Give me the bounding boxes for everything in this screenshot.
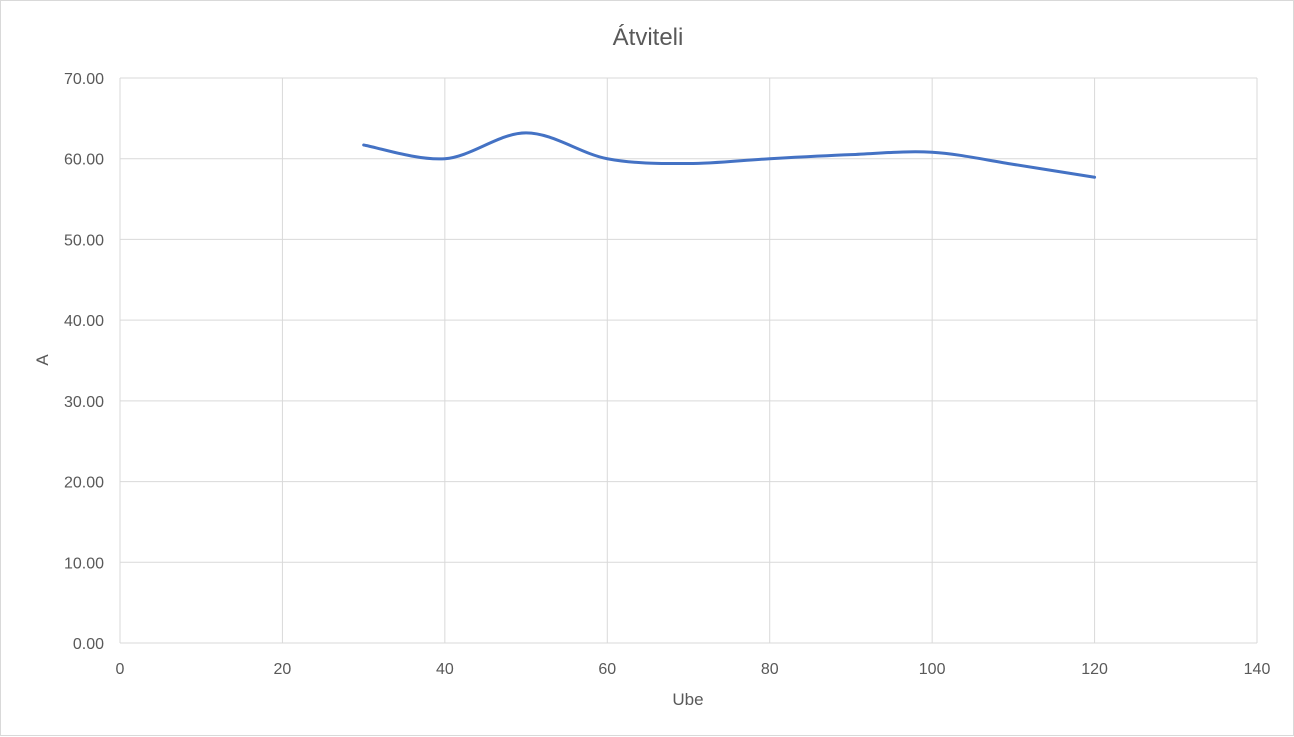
x-tick-label: 120 <box>1081 661 1108 678</box>
x-axis-ticks: 0 20 40 60 80 100 120 140 <box>116 661 1271 678</box>
series-line <box>362 131 1097 179</box>
x-tick-label: 100 <box>919 661 946 678</box>
y-tick-label: 20.00 <box>64 475 104 492</box>
y-tick-label: 40.00 <box>64 313 104 330</box>
y-axis-ticks: 0.00 10.00 20.00 30.00 40.00 50.00 60.00 70.00 <box>64 71 104 653</box>
gridlines <box>119 77 1258 644</box>
y-tick-label: 10.00 <box>64 555 104 572</box>
x-tick-label: 140 <box>1244 661 1271 678</box>
y-tick-label: 60.00 <box>64 152 104 169</box>
y-tick-label: 70.00 <box>64 71 104 88</box>
x-tick-label: 80 <box>761 661 779 678</box>
y-axis-title: A <box>33 354 52 366</box>
x-axis-title: Ube <box>672 690 703 709</box>
x-tick-label: 40 <box>436 661 454 678</box>
x-tick-label: 60 <box>598 661 616 678</box>
y-tick-label: 30.00 <box>64 394 104 411</box>
x-tick-label: 0 <box>116 661 125 678</box>
x-tick-label: 20 <box>274 661 292 678</box>
y-tick-label: 50.00 <box>64 232 104 249</box>
y-tick-label: 0.00 <box>73 636 104 653</box>
chart-title: Átviteli <box>613 24 684 51</box>
series-lines <box>362 131 1097 179</box>
